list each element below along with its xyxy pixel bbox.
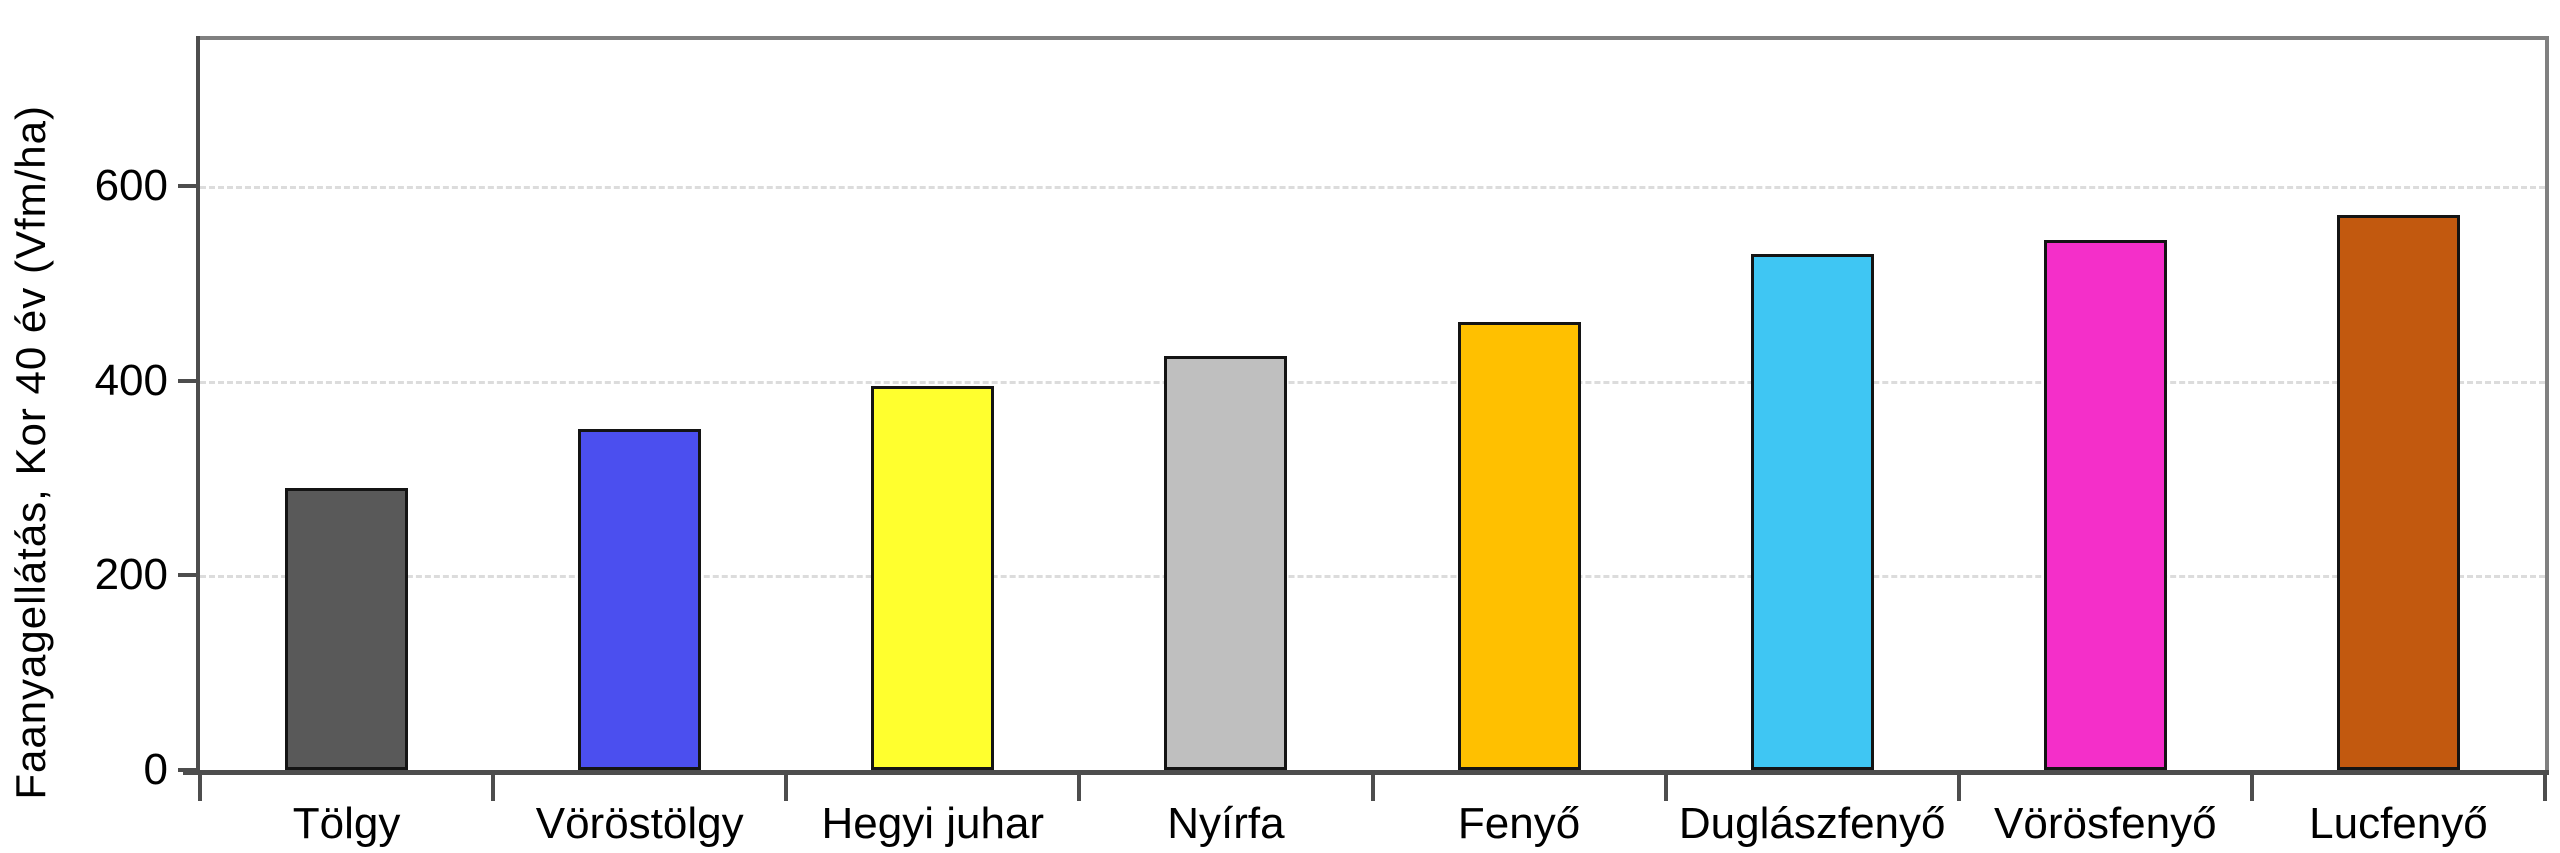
x-tick-mark-5 bbox=[1663, 775, 1668, 801]
bar-slot-fenyo bbox=[1373, 40, 1666, 770]
x-tick-mark-3 bbox=[1077, 775, 1082, 801]
x-category-label-vorostolgy: Vöröstölgy bbox=[535, 799, 744, 848]
bar-hegyi-juhar bbox=[871, 385, 995, 770]
plot-frame-top bbox=[196, 36, 2549, 40]
y-tick-mark-600 bbox=[178, 184, 198, 188]
bar-slot-nyirfa bbox=[1079, 40, 1372, 770]
bar-slot-lucfenyo bbox=[2252, 40, 2545, 770]
x-tick-mark-7 bbox=[2249, 775, 2254, 801]
y-tick-label-0: 0 bbox=[143, 745, 168, 794]
bar-slot-duglaszfenyo bbox=[1666, 40, 1959, 770]
x-tick-marks bbox=[198, 775, 2547, 801]
x-tick-mark-1 bbox=[491, 775, 496, 801]
x-category-label-hegyi-juhar: Hegyi juhar bbox=[821, 799, 1045, 848]
bar-slot-tolgy bbox=[200, 40, 493, 770]
x-tick-mark-0 bbox=[198, 775, 202, 801]
bar-duglaszfenyo bbox=[1750, 254, 1874, 770]
bar-slot-hegyi-juhar bbox=[786, 40, 1079, 770]
gridline-600 bbox=[200, 186, 2545, 189]
gridline-200 bbox=[200, 575, 2545, 579]
bar-fenyo bbox=[1457, 322, 1581, 770]
x-category-label-nyirfa: Nyírfa bbox=[1167, 799, 1285, 848]
x-category-label-fenyo: Fenyő bbox=[1457, 799, 1581, 848]
bar-vorostolgy bbox=[578, 429, 702, 770]
x-tick-mark-8 bbox=[2543, 775, 2547, 801]
y-tick-marks bbox=[178, 40, 198, 772]
x-category-label-tolgy: Tölgy bbox=[292, 799, 401, 848]
bar-slot-vorostolgy bbox=[493, 40, 786, 770]
x-category-labels: Tölgy Vöröstölgy Hegyi juhar Nyírfa Fenyő Dug… bbox=[200, 802, 2545, 846]
bar-vorosfenyo bbox=[2043, 239, 2167, 770]
x-axis-line bbox=[183, 770, 2549, 775]
bars bbox=[200, 40, 2545, 770]
bar-nyirfa bbox=[1164, 356, 1288, 770]
bar-slot-vorosfenyo bbox=[1959, 40, 2252, 770]
y-tick-mark-400 bbox=[178, 378, 198, 383]
y-tick-label-400: 400 bbox=[94, 355, 168, 405]
y-tick-mark-200 bbox=[178, 573, 198, 578]
y-tick-label-600: 600 bbox=[94, 161, 168, 210]
plot-area bbox=[200, 40, 2545, 770]
plot-frame-right bbox=[2545, 36, 2549, 775]
x-category-label-lucfenyo: Lucfenyő bbox=[2309, 799, 2488, 848]
y-axis-line bbox=[196, 36, 200, 770]
y-tick-labels: 0 200 400 600 bbox=[0, 40, 168, 792]
bar-lucfenyo bbox=[2336, 215, 2460, 770]
x-category-label-duglaszfenyo: Duglászfenyő bbox=[1678, 799, 1946, 848]
y-tick-label-200: 200 bbox=[94, 550, 168, 600]
x-category-label-vorosfenyo: Vörösfenyő bbox=[1994, 799, 2217, 848]
bar-tolgy bbox=[285, 487, 409, 770]
x-tick-mark-2 bbox=[784, 775, 789, 801]
x-tick-mark-6 bbox=[1956, 775, 1961, 801]
gridline-400 bbox=[200, 380, 2545, 384]
x-tick-mark-4 bbox=[1370, 775, 1375, 801]
